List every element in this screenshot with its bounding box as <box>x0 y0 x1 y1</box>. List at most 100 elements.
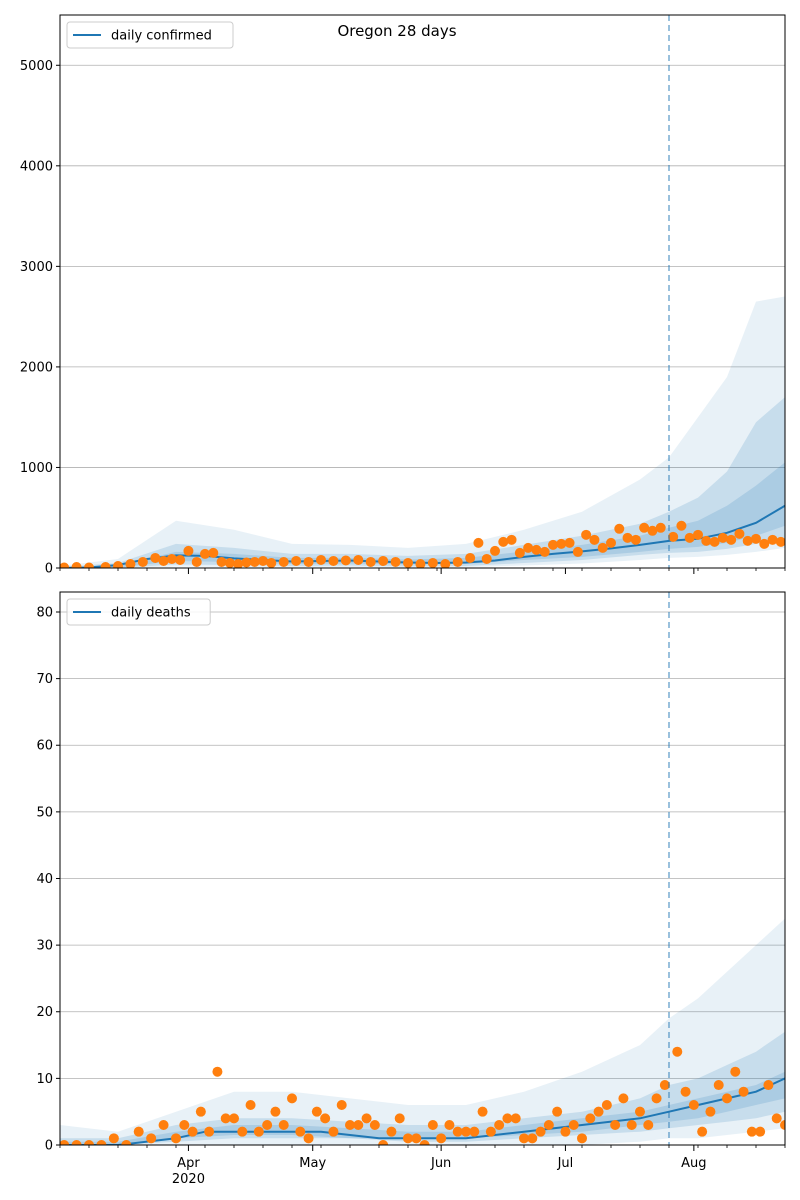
y-tick-label: 40 <box>36 872 53 887</box>
observed-point <box>220 1113 231 1124</box>
observed-point <box>262 1120 273 1131</box>
observed-point <box>436 1133 447 1144</box>
observed-point <box>527 1133 538 1144</box>
observed-point <box>564 537 575 548</box>
observed-point <box>100 561 111 568</box>
observed-point <box>593 1106 604 1117</box>
observed-point <box>403 557 413 568</box>
legend: daily confirmed <box>66 21 234 49</box>
plot-area <box>60 296 785 568</box>
observed-point <box>751 533 761 544</box>
observed-point <box>133 1126 144 1137</box>
observed-point <box>763 1080 774 1091</box>
observed-point <box>552 1106 563 1117</box>
observed-point <box>622 532 633 543</box>
observed-point <box>200 548 210 559</box>
observed-point <box>647 525 658 536</box>
observed-point <box>680 1086 691 1097</box>
observed-point <box>672 1046 683 1057</box>
y-tick-label: 0 <box>45 1139 53 1154</box>
observed-point <box>568 1120 579 1131</box>
observed-point <box>498 536 509 547</box>
observed-point <box>614 523 625 534</box>
observed-point <box>60 562 70 568</box>
observed-point <box>241 557 252 568</box>
observed-point <box>767 534 778 545</box>
observed-point <box>639 522 650 533</box>
uncertainty-band-1 <box>60 462 785 568</box>
axes-frame <box>59 14 786 569</box>
observed-point <box>684 532 695 543</box>
uncertainty-band-0 <box>60 1031 785 1145</box>
observed-point <box>361 1113 372 1124</box>
observed-point <box>668 531 679 542</box>
y-tick-label: 30 <box>36 939 53 954</box>
observed-point <box>415 558 426 568</box>
observed-point <box>531 544 542 555</box>
observed-point <box>693 529 703 540</box>
observed-point <box>249 556 260 567</box>
observed-point <box>195 1106 206 1117</box>
observed-point <box>427 1120 438 1131</box>
axes-frame <box>59 591 786 1146</box>
observed-point <box>726 534 737 545</box>
observed-point <box>378 1140 389 1145</box>
observed-point <box>125 558 136 568</box>
observed-point <box>345 1120 355 1131</box>
observed-point <box>303 556 314 567</box>
observed-point <box>365 556 376 567</box>
x-tick-sublabel: 2020 <box>172 1172 205 1187</box>
observed-point <box>258 555 268 566</box>
observed-point <box>208 547 219 558</box>
y-tick-label: 1000 <box>20 461 53 476</box>
observed-point <box>548 539 558 550</box>
observed-point <box>166 553 177 564</box>
observed-point <box>606 537 616 548</box>
observed-point <box>353 554 364 565</box>
confirmed-panel: 0 1000 2000 3000 4000 5000 daily confirmed <box>20 14 786 577</box>
observed-point <box>229 1113 239 1124</box>
observed-point <box>96 1140 107 1145</box>
observed-point <box>469 1126 480 1137</box>
observed-point <box>535 1126 546 1137</box>
observed-point <box>494 1120 505 1131</box>
observed-point <box>452 556 463 567</box>
observed-point <box>755 1126 766 1137</box>
y-tick-label: 0 <box>45 562 53 577</box>
observed-point <box>585 1113 596 1124</box>
observed-point <box>780 1120 785 1131</box>
observed-point <box>709 536 720 547</box>
observed-point <box>171 1133 181 1144</box>
observed-point <box>146 1133 157 1144</box>
observed-point <box>738 1086 749 1097</box>
observed-point <box>506 534 517 545</box>
observed-point <box>722 1093 732 1104</box>
y-tick-label: 60 <box>36 739 53 754</box>
observed-point <box>328 555 339 566</box>
legend-box <box>66 21 234 49</box>
observed-point <box>311 1106 322 1117</box>
observed-point <box>390 556 401 567</box>
observed-point <box>523 542 534 553</box>
observed-point <box>610 1120 621 1131</box>
observed-point <box>713 1080 724 1091</box>
observed-point <box>601 1100 612 1111</box>
observed-point <box>556 538 567 549</box>
observed-point <box>465 552 476 563</box>
observed-point <box>676 520 687 531</box>
observed-point <box>490 545 500 556</box>
observed-point <box>655 522 666 533</box>
x-tick-label: Jun <box>430 1156 451 1171</box>
plot-area <box>60 918 785 1145</box>
observed-point <box>643 1120 654 1131</box>
observed-point <box>386 1126 397 1137</box>
observed-point <box>514 547 525 558</box>
observed-point <box>71 1140 82 1145</box>
observed-point <box>618 1093 629 1104</box>
observed-point <box>477 1106 488 1117</box>
observed-point <box>746 1126 757 1137</box>
observed-point <box>394 1113 405 1124</box>
observed-point <box>316 554 326 565</box>
observed-point <box>461 1126 471 1137</box>
